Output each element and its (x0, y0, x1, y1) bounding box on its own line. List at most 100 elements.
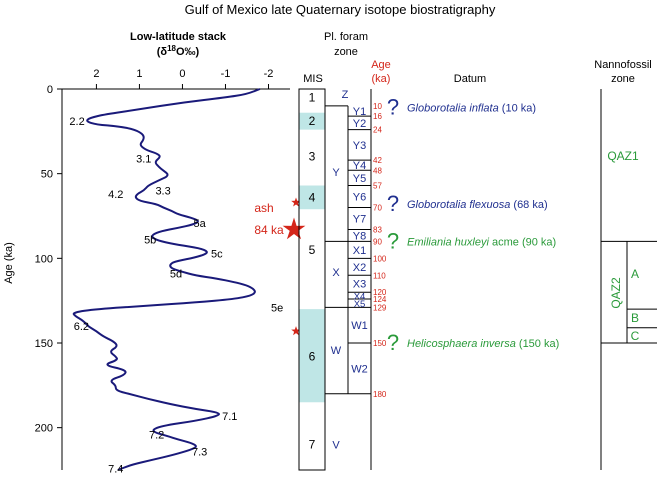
stack-axes (61, 88, 290, 470)
mis-stage-label: 4 (309, 190, 316, 204)
age-value: 150 (373, 339, 387, 348)
mis-stage-label: 6 (309, 350, 316, 364)
age-value: 100 (373, 254, 387, 263)
datum-text: Globorotalia inflata (10 ka) (407, 103, 536, 115)
curve-labels: 2.2 3.1 3.3 4.2 5a 5b 5c 5d 5e 6.2 7.1 7.2 7.3 7.4 (69, 116, 283, 475)
x-tick-label: -2 (264, 68, 274, 80)
stack-header-line1: Low-latitude stack (130, 31, 227, 43)
x-tick-label: 2 (93, 68, 99, 80)
mis-stage-label: 3 (309, 150, 316, 164)
stack-header-line2: (δ18O‰) (157, 44, 200, 58)
foram-major-label: Z (342, 89, 349, 101)
datum-text: Emiliania huxleyi acme (90 ka) (407, 236, 556, 248)
age-value: 57 (373, 182, 382, 191)
datum-species: Globorotalia inflata (407, 103, 499, 115)
datum-detail: (150 ka) (516, 338, 559, 350)
isotope-curve (72, 88, 261, 471)
ash-star-small (291, 326, 301, 336)
ash-label: ash (254, 201, 273, 215)
curve-label: 7.4 (108, 463, 123, 475)
foram-major-label: Y (332, 167, 340, 179)
datum-header: Datum (454, 73, 486, 85)
foram-major-zones: Z Y X W V (325, 89, 349, 452)
ash-star-small (291, 197, 301, 207)
age-value: 83 (373, 226, 382, 235)
y-axis-label: Age (ka) (3, 242, 15, 284)
y-tick-label: 200 (35, 423, 53, 435)
mis-shading (299, 112, 325, 403)
ash-age-label: 84 ka (254, 223, 284, 237)
age-value: 90 (373, 237, 382, 246)
foram-sub-label: Y5 (353, 173, 366, 185)
nanno-subzone-b: B (631, 311, 639, 325)
nanno-subzone-a: A (631, 267, 639, 281)
x-tick-label: 1 (136, 68, 142, 80)
y-tick-label: 150 (35, 338, 53, 350)
figure-title: Gulf of Mexico late Quaternary isotope b… (185, 2, 496, 17)
foram-sub-label: X3 (353, 279, 366, 291)
mis-header: MIS (303, 73, 323, 85)
ash-star-large (282, 217, 306, 240)
age-value: 124 (373, 295, 387, 304)
foram-sub-label: X5 (354, 299, 366, 310)
mis-stage-label: 7 (309, 438, 316, 452)
mis-shaded-stage (299, 112, 325, 130)
stack-header-sup: 18 (167, 44, 176, 53)
curve-label: 7.2 (149, 429, 164, 441)
datum-question-mark: ? (387, 228, 399, 253)
mis-stage-label: 2 (309, 114, 316, 128)
y-ticks: 0 50 100 150 200 (35, 84, 62, 435)
foram-sub-label: X1 (353, 245, 366, 257)
nanno-header-line1: Nannofossil (594, 59, 651, 71)
mis-labels: 1 2 3 4 5 6 7 (309, 90, 316, 451)
ash-markers: ash 84 ka (254, 197, 306, 336)
curve-label: 5b (144, 235, 156, 247)
x-tick-label: 0 (179, 68, 185, 80)
curve-label: 7.1 (222, 411, 237, 423)
age-value: 24 (373, 126, 382, 135)
curve-label: 3.1 (136, 153, 151, 165)
foram-header-line1: Pl. foram (324, 31, 368, 43)
foram-sub-label: Y2 (353, 118, 366, 130)
curve-label: 3.3 (155, 186, 170, 198)
nanno-header-line2: zone (611, 73, 635, 85)
foram-major-label: V (332, 440, 340, 452)
datum-text: Helicosphaera inversa (150 ka) (407, 338, 559, 350)
foram-sub-label: Y1 (353, 106, 366, 118)
foram-sub-label: Y4 (353, 160, 366, 172)
nanno-qaz2: QAZ2 (609, 277, 623, 309)
age-value: 10 (373, 102, 382, 111)
mis-stage-label: 5 (309, 243, 316, 257)
mis-stage-label: 1 (309, 90, 316, 104)
curve-label: 5a (194, 218, 207, 230)
mis-shaded-stage (299, 309, 325, 403)
datum-question-mark: ? (387, 191, 399, 216)
y-tick-label: 100 (35, 253, 53, 265)
foram-major-label: X (332, 267, 340, 279)
datum-question-mark: ? (387, 330, 399, 355)
nanno-subzone-c: C (631, 329, 640, 343)
curve-label: 4.2 (108, 189, 123, 201)
curve-label: 5d (170, 269, 182, 281)
datum-detail: (68 ka) (510, 199, 547, 211)
foram-sub-label: W2 (351, 363, 368, 375)
foram-sub-label: X4 (354, 292, 366, 303)
age-value: 16 (373, 112, 382, 121)
foram-sub-label: Y3 (353, 140, 366, 152)
nanno-qaz1: QAZ1 (607, 149, 639, 163)
age-value: 42 (373, 156, 382, 165)
foram-header-line2: zone (334, 46, 358, 58)
datum-question-mark: ? (387, 95, 399, 120)
age-value: 70 (373, 204, 382, 213)
datum-species: Globorotalia flexuosa (407, 199, 510, 211)
y-tick-label: 50 (41, 169, 53, 181)
curve-label: 6.2 (74, 321, 89, 333)
age-value: 110 (373, 271, 386, 280)
nanno-boundaries (601, 240, 657, 344)
age-value: 180 (373, 390, 387, 399)
foram-sub-label: W1 (351, 320, 368, 332)
datum-items: ? Globorotalia inflata (10 ka)? Globorotal… (387, 95, 559, 355)
foram-sub-label: X2 (353, 262, 366, 274)
